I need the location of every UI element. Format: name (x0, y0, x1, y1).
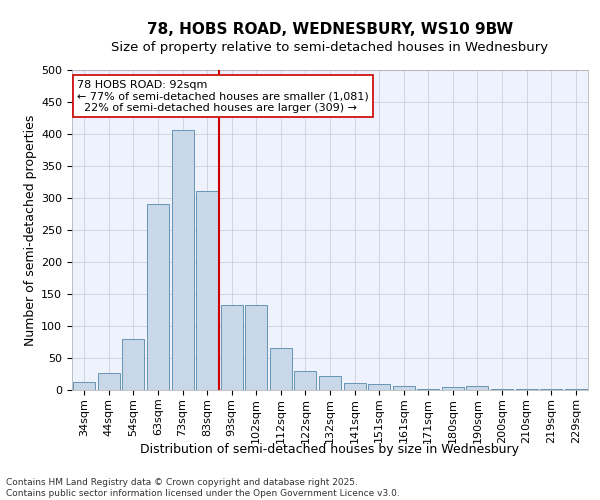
Bar (295, 372, 316, 390)
Bar (196, 191, 218, 390)
Bar (245, 305, 268, 390)
Text: 78, HOBS ROAD, WEDNESBURY, WS10 9BW: 78, HOBS ROAD, WEDNESBURY, WS10 9BW (147, 22, 513, 38)
Y-axis label: Number of semi-detached properties: Number of semi-detached properties (24, 114, 37, 346)
Text: Size of property relative to semi-detached houses in Wednesbury: Size of property relative to semi-detach… (112, 41, 548, 54)
Text: 78 HOBS ROAD: 92sqm
← 77% of semi-detached houses are smaller (1,081)
  22% of s: 78 HOBS ROAD: 92sqm ← 77% of semi-detach… (77, 80, 369, 113)
Bar (98, 374, 120, 390)
Bar (147, 204, 169, 390)
Bar (221, 305, 243, 390)
Bar (172, 130, 194, 390)
Bar (442, 387, 464, 390)
Bar (73, 382, 95, 390)
Bar (122, 340, 145, 390)
Bar (466, 386, 488, 390)
Text: Distribution of semi-detached houses by size in Wednesbury: Distribution of semi-detached houses by … (140, 442, 520, 456)
Bar (319, 376, 341, 390)
Bar (368, 384, 390, 390)
Bar (344, 383, 365, 390)
Bar (417, 388, 439, 390)
Bar (392, 386, 415, 390)
Bar (270, 348, 292, 390)
Text: Contains HM Land Registry data © Crown copyright and database right 2025.
Contai: Contains HM Land Registry data © Crown c… (6, 478, 400, 498)
